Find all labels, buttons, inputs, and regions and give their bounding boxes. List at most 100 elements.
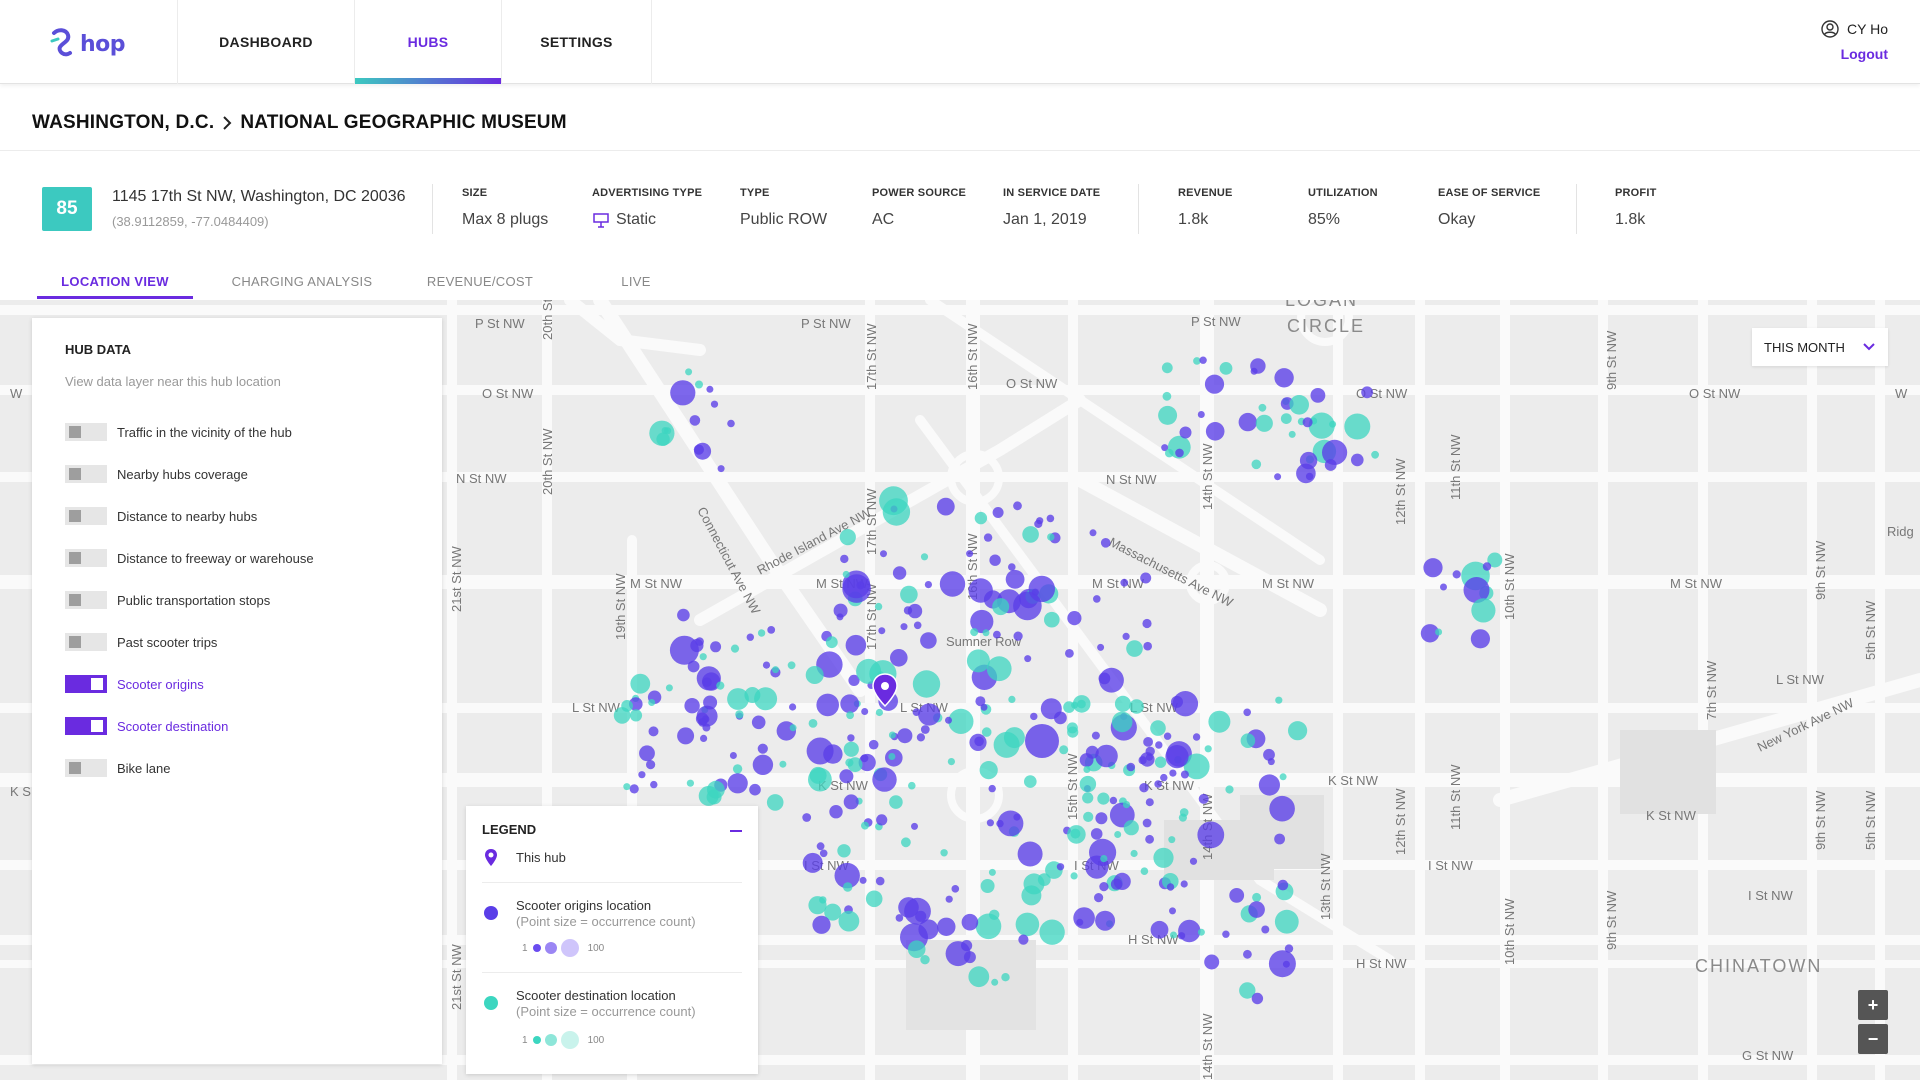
time-range-select[interactable]: THIS MONTH xyxy=(1752,328,1888,366)
layer-toggle-scooter-destination[interactable]: Scooter destination xyxy=(65,715,228,737)
toggle-switch[interactable] xyxy=(65,549,107,567)
toggle-switch[interactable] xyxy=(65,465,107,483)
scooter-destination-point xyxy=(1178,813,1187,822)
nav-tab-dashboard[interactable]: DASHBOARD xyxy=(177,0,354,84)
user-profile[interactable]: CY Ho xyxy=(1821,20,1888,38)
scooter-destination-point xyxy=(1083,766,1091,773)
nav-tab-hubs[interactable]: HUBS xyxy=(354,0,501,84)
scooter-origin-point xyxy=(945,716,952,724)
tab-revenue-cost[interactable]: REVENUE/COST xyxy=(426,274,534,289)
scooter-origin-point xyxy=(920,632,937,649)
scooter-destination-point xyxy=(947,758,956,766)
scooter-destination-point xyxy=(912,670,941,698)
scooter-origin-point xyxy=(1150,920,1169,939)
scooter-destination-point xyxy=(986,656,1012,682)
scooter-destination-point xyxy=(1288,430,1296,438)
scooter-destination-point xyxy=(825,636,838,649)
scooter-destination-point xyxy=(1047,533,1055,541)
brand-logo[interactable]: hop xyxy=(48,26,126,62)
scooter-origin-point xyxy=(1095,910,1116,931)
toggle-switch[interactable] xyxy=(65,591,107,609)
scooter-origin-point xyxy=(918,919,939,940)
scooter-destination-point xyxy=(1252,892,1262,902)
scooter-origin-point xyxy=(696,666,721,691)
tab-location-view[interactable]: LOCATION VIEW xyxy=(61,274,169,289)
legend-destination-label: Scooter destination location xyxy=(516,988,676,1003)
street-label: M St NW xyxy=(630,576,683,591)
tab-charging-analysis[interactable]: CHARGING ANALYSIS xyxy=(231,274,373,289)
scooter-destination-point xyxy=(1371,450,1379,459)
scooter-destination-point xyxy=(1193,357,1201,365)
scooter-origin-point xyxy=(1274,833,1285,845)
scooter-origin-point xyxy=(1192,733,1201,741)
scooter-destination-point xyxy=(1114,831,1122,838)
hop-logo-icon xyxy=(50,28,72,57)
scooter-destination-point xyxy=(1154,756,1167,768)
scooter-destination-point xyxy=(842,570,850,578)
scooter-destination-point xyxy=(948,708,974,735)
scooter-origin-point xyxy=(975,696,986,707)
scooter-origin-point xyxy=(1094,893,1104,903)
scooter-origin-point xyxy=(1090,828,1103,840)
layer-toggle-distance-freeway[interactable]: Distance to freeway or warehouse xyxy=(65,547,314,569)
layer-toggle-transit-stops[interactable]: Public transportation stops xyxy=(65,589,270,611)
layer-toggle-distance-nearby-hubs[interactable]: Distance to nearby hubs xyxy=(65,505,257,527)
scooter-destination-point xyxy=(1251,459,1262,470)
zoom-in-button[interactable]: + xyxy=(1858,990,1888,1020)
collapse-icon[interactable] xyxy=(730,830,742,832)
toggle-switch[interactable] xyxy=(65,717,107,735)
nav-tab-settings[interactable]: SETTINGS xyxy=(501,0,652,84)
layer-toggle-nearby-hubs-coverage[interactable]: Nearby hubs coverage xyxy=(65,463,248,485)
scooter-origin-point xyxy=(802,813,812,822)
scooter-destination-point xyxy=(1161,362,1173,374)
scooter-origin-point xyxy=(1180,770,1189,779)
street-label: L St NW xyxy=(572,700,621,715)
scooter-origin-point xyxy=(1243,708,1251,717)
scooter-origin-point xyxy=(1145,746,1155,756)
legend-origins-scale: 1 100 xyxy=(522,938,604,958)
zoom-out-button[interactable]: − xyxy=(1858,1024,1888,1054)
toggle-switch[interactable] xyxy=(65,759,107,777)
tab-live[interactable]: LIVE xyxy=(621,274,651,289)
scooter-origin-point xyxy=(924,581,933,589)
toggle-switch[interactable] xyxy=(65,633,107,651)
toggle-switch[interactable] xyxy=(65,423,107,441)
neighborhood-label: CHINATOWN xyxy=(1695,956,1822,976)
layer-toggle-past-trips[interactable]: Past scooter trips xyxy=(65,631,217,653)
scooter-origin-point xyxy=(845,634,867,656)
scooter-destination-point xyxy=(979,761,998,780)
street-label: 13th St NW xyxy=(1318,853,1333,920)
size-scale-icon xyxy=(532,1031,579,1049)
toggle-switch[interactable] xyxy=(65,507,107,525)
street-label: H St NW xyxy=(1356,956,1407,971)
layer-toggle-traffic[interactable]: Traffic in the vicinity of the hub xyxy=(65,421,292,443)
scooter-origin-point xyxy=(1034,519,1043,529)
scooter-origin-point xyxy=(1097,643,1105,651)
scooter-origin-point xyxy=(1169,769,1177,777)
legend-title: LEGEND xyxy=(482,822,537,837)
layer-toggle-bike-lane[interactable]: Bike lane xyxy=(65,757,170,779)
legend-origins-sub: (Point size = occurrence count) xyxy=(516,914,696,929)
scooter-points-layer xyxy=(613,356,1503,1005)
stat-in-service-date: IN SERVICE DATE Jan 1, 2019 xyxy=(1003,187,1101,228)
scooter-destination-point xyxy=(1288,721,1308,741)
scooter-destination-point xyxy=(1197,928,1205,936)
scooter-origin-point xyxy=(868,739,879,750)
layer-toggle-scooter-origins[interactable]: Scooter origins xyxy=(65,673,204,695)
divider xyxy=(0,150,1920,151)
scooter-origin-point xyxy=(966,550,974,558)
scooter-destination-point xyxy=(686,779,695,787)
scooter-origin-point xyxy=(696,705,718,727)
neighborhood-label: CIRCLE xyxy=(1287,316,1365,336)
scooter-origin-point xyxy=(677,608,690,622)
scooter-origin-point xyxy=(1238,412,1258,432)
legend-destination-sub: (Point size = occurrence count) xyxy=(516,1004,696,1019)
scooter-origin-point xyxy=(1248,901,1265,918)
breadcrumb-city[interactable]: WASHINGTON, D.C. xyxy=(32,112,215,133)
scooter-destination-point xyxy=(1225,785,1234,794)
stat-ease-of-service: EASE OF SERVICE Okay xyxy=(1438,187,1541,228)
stat-advertising-type: ADVERTISING TYPE Static xyxy=(592,187,703,228)
logout-link[interactable]: Logout xyxy=(1840,46,1888,62)
scooter-destination-point xyxy=(856,658,882,684)
toggle-switch[interactable] xyxy=(65,675,107,693)
